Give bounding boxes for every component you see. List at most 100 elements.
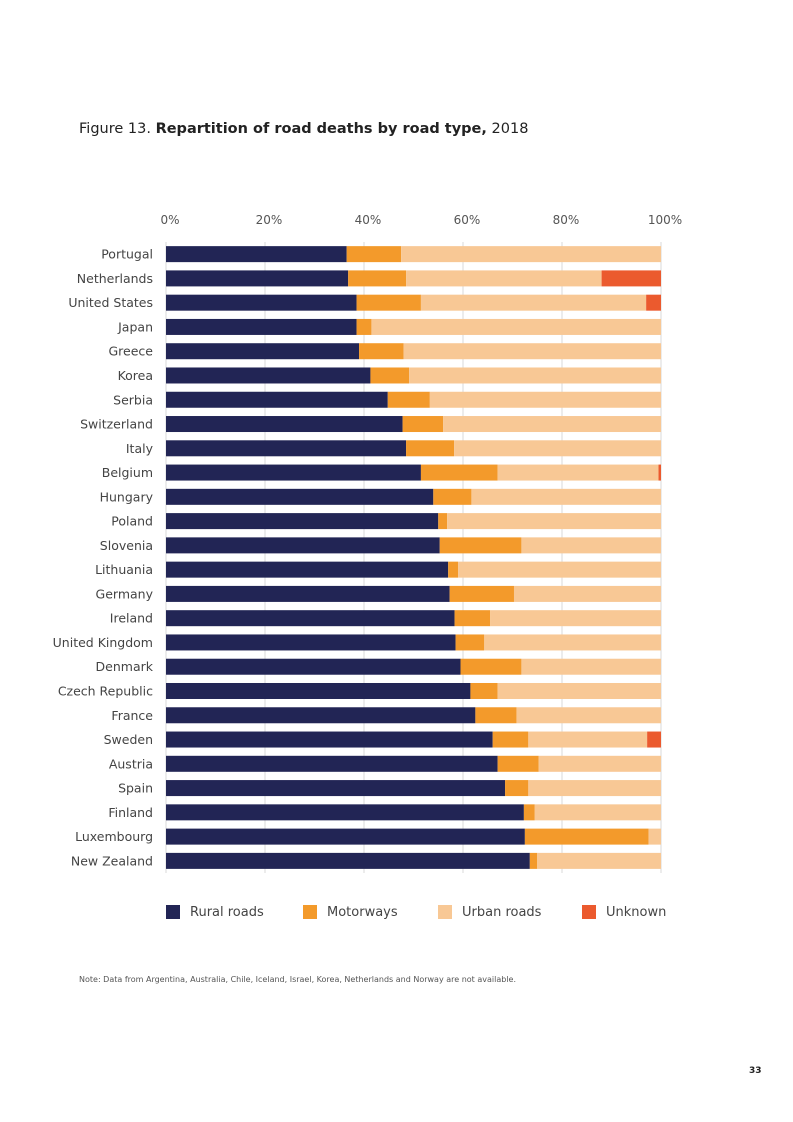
category-label: Italy (126, 441, 154, 456)
category-label: Lithuania (95, 562, 153, 577)
category-label: Luxembourg (75, 829, 153, 844)
category-label: Slovenia (100, 538, 153, 553)
category-label: Ireland (110, 611, 153, 626)
x-tick-label: 20% (256, 213, 283, 227)
category-label: France (111, 708, 153, 723)
x-tick-label: 100% (648, 213, 682, 227)
bar-segment (166, 780, 506, 797)
bar-segment (356, 318, 372, 335)
legend-swatch-urban-roads (438, 905, 452, 919)
category-label: Korea (118, 368, 153, 383)
bar-segment (497, 682, 661, 699)
bar-segment (166, 852, 530, 869)
bar-segment (402, 416, 444, 433)
bar-segment (403, 343, 661, 360)
bar-segment (443, 416, 661, 433)
legend-swatch-unknown (582, 905, 596, 919)
bar-segment (166, 658, 461, 675)
chart-note: Note: Data from Argentina, Australia, Ch… (79, 975, 516, 984)
bar-segment (371, 318, 661, 335)
category-label: Denmark (96, 659, 154, 674)
bar-segment (497, 755, 539, 772)
bar-segment (406, 270, 602, 287)
category-label: Austria (109, 756, 153, 771)
legend-swatch-rural-roads (166, 905, 180, 919)
x-tick-label: 80% (553, 213, 580, 227)
bar-segment (409, 367, 661, 384)
bar-segment (166, 585, 450, 602)
bar-segment (658, 464, 661, 481)
bar-segment (528, 731, 648, 748)
category-label: Poland (111, 514, 153, 529)
bar-segment (438, 513, 448, 530)
category-label: Germany (96, 586, 154, 601)
x-tick-label: 0% (160, 213, 179, 227)
bar-segment (166, 828, 525, 845)
bar-segment (348, 270, 407, 287)
bar-segment (359, 343, 404, 360)
category-label: Belgium (102, 465, 153, 480)
bar-segment (458, 561, 661, 578)
bar-segment (475, 707, 517, 724)
legend-item-motorways: Motorways (303, 902, 398, 922)
legend-label-rural-roads: Rural roads (190, 904, 264, 920)
bar-segment (166, 318, 357, 335)
stacked-bar-chart: 0% 20% 40% 60% 80% 100% Portugal Netherlands Uni… (53, 213, 682, 874)
legend-label-motorways: Motorways (327, 904, 398, 920)
bar-segment (166, 804, 524, 821)
bar-segment (166, 488, 434, 505)
bar-segment (470, 682, 498, 699)
bar-segment (166, 294, 357, 311)
bar-segment (524, 828, 649, 845)
figure-title-bold: Repartition of road deaths by road type, (155, 121, 487, 137)
bar-segment (387, 391, 430, 408)
category-label: Hungary (100, 489, 154, 504)
bar-segment (447, 513, 661, 530)
bar-segment (647, 731, 661, 748)
category-label: Portugal (101, 247, 153, 262)
bar-segment (166, 561, 449, 578)
bar-segment (449, 585, 514, 602)
bar-segment (521, 658, 661, 675)
page-number: 33 (749, 1066, 762, 1076)
bar-segment (166, 270, 349, 287)
bar-segment (370, 367, 410, 384)
bar-segment (166, 755, 498, 772)
bar-segment (420, 464, 498, 481)
x-tick-label: 60% (454, 213, 481, 227)
bar-segment (166, 731, 493, 748)
category-label: United Kingdom (53, 635, 153, 650)
bar-segment (433, 488, 472, 505)
legend-label-urban-roads: Urban roads (462, 904, 542, 920)
bar-segment (529, 852, 538, 869)
bar-segment (497, 464, 659, 481)
bar-segment (537, 852, 661, 869)
bar-segment (166, 610, 455, 627)
category-label: Finland (108, 805, 153, 820)
legend-item-unknown: Unknown (582, 902, 666, 922)
bar-segment (166, 246, 347, 263)
bar-segment (166, 343, 360, 360)
bar-segment (401, 246, 661, 263)
category-label: Netherlands (77, 271, 153, 286)
bar-segment (538, 755, 661, 772)
category-label: Serbia (113, 392, 153, 407)
bar-segment (429, 391, 661, 408)
category-label: United States (68, 295, 153, 310)
bar-segment (646, 294, 661, 311)
legend-item-rural-roads: Rural roads (166, 902, 264, 922)
bar-segment (460, 658, 522, 675)
bar-segment (166, 464, 421, 481)
bar-segment (528, 780, 661, 797)
bar-segment (346, 246, 402, 263)
bar-segment (166, 391, 388, 408)
bar-segment (356, 294, 421, 311)
bar-segment (448, 561, 459, 578)
bar-segment (505, 780, 529, 797)
bar-segment (471, 488, 661, 505)
figure-title: Figure 13. Repartition of road deaths by… (79, 121, 528, 137)
legend-item-urban-roads: Urban roads (438, 902, 541, 922)
bar-segment (166, 634, 456, 651)
category-label: Spain (118, 781, 153, 796)
bar-segment (406, 440, 455, 457)
